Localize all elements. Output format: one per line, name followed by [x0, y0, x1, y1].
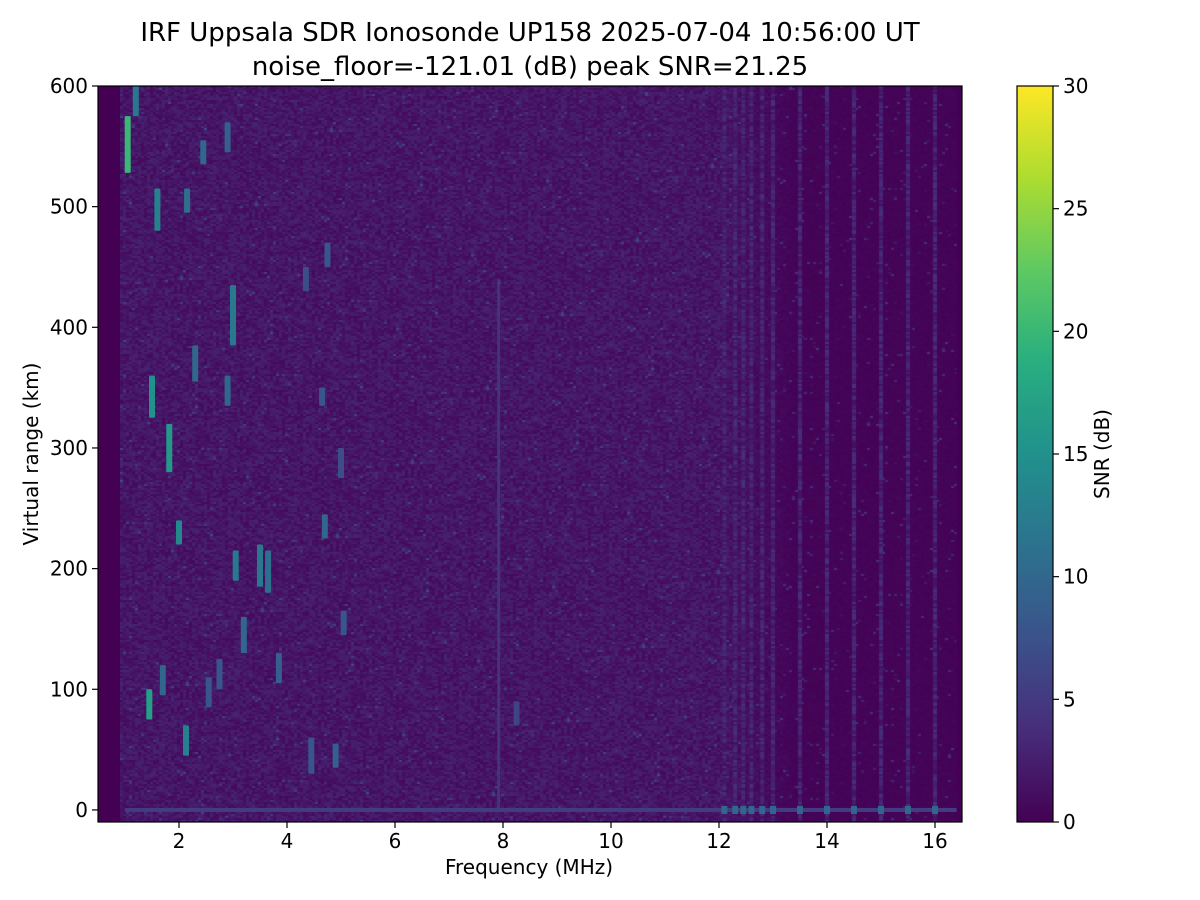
echo-mark — [340, 610, 347, 635]
stripe-ground-echo — [721, 805, 728, 814]
stripe-ground-echo — [797, 805, 803, 814]
stripe-ground-echo — [932, 805, 938, 814]
y-axis: 0 100 200 300 400 500 600 — [50, 74, 98, 822]
x-tick-label: 16 — [922, 829, 947, 853]
echo-mark — [319, 387, 326, 406]
colorbar-tick-label: 30 — [1063, 74, 1088, 98]
echo-mark — [216, 659, 223, 690]
echo-mark — [321, 514, 328, 539]
stripe-ground-echo — [905, 805, 911, 814]
heatmap-noise — [120, 86, 957, 822]
echo-mark — [230, 285, 236, 346]
echo-mark — [154, 188, 161, 231]
echo-mark — [176, 520, 182, 545]
echo-mark — [338, 447, 344, 479]
y-tick-label: 100 — [50, 677, 88, 701]
echo-mark — [146, 689, 153, 720]
stripe-ground-echo — [748, 805, 755, 814]
stripe-ground-echo — [851, 805, 857, 814]
colorbar-tick-label: 5 — [1063, 687, 1076, 711]
x-tick-label: 12 — [706, 829, 731, 853]
y-tick-label: 400 — [50, 315, 88, 339]
y-axis-label: Virtual range (km) — [19, 363, 43, 546]
echo-mark — [302, 266, 309, 292]
chart-subtitle: noise_floor=-121.01 (dB) peak SNR=21.25 — [251, 52, 809, 82]
echo-mark — [200, 140, 207, 165]
colorbar-tick-label: 20 — [1063, 319, 1088, 343]
x-tick-label: 8 — [497, 829, 510, 853]
echo-mark — [184, 188, 191, 213]
echo-mark — [183, 725, 190, 756]
chart-title: IRF Uppsala SDR Ionosonde UP158 2025-07-… — [140, 18, 920, 48]
y-tick-label: 0 — [75, 798, 88, 822]
echo-mark — [232, 550, 239, 581]
stripe-ground-echo — [740, 805, 747, 814]
colorbar-tick-label: 25 — [1063, 197, 1088, 221]
colorbar — [1016, 85, 1054, 823]
stripe-ground-echo — [770, 805, 776, 814]
echo-mark — [166, 423, 173, 473]
echo-mark — [192, 345, 199, 382]
echo-mark — [205, 677, 212, 708]
y-tick-label: 300 — [50, 436, 88, 460]
echo-mark — [149, 375, 155, 418]
echo-mark — [132, 86, 139, 117]
heatmap-area — [98, 86, 962, 822]
echo-mark — [265, 550, 272, 593]
colorbar-tick-label: 10 — [1063, 565, 1088, 589]
ground-echo — [125, 807, 957, 812]
colorbar-tick-label: 15 — [1063, 442, 1088, 466]
echo-mark — [159, 665, 166, 696]
echo-mark — [308, 737, 315, 774]
stripe-ground-echo — [878, 805, 884, 814]
x-axis: 2 4 6 8 10 12 14 16 — [173, 822, 948, 853]
interference-line — [497, 279, 501, 810]
x-tick-label: 10 — [598, 829, 623, 853]
echo-mark — [224, 122, 231, 153]
echo-mark — [275, 653, 282, 684]
echo-mark — [332, 743, 339, 768]
echo-mark — [324, 242, 331, 267]
x-tick-label: 14 — [814, 829, 839, 853]
colorbar-axis: 0 5 10 15 20 25 30 — [1053, 74, 1088, 834]
echo-mark — [224, 375, 231, 406]
y-tick-label: 600 — [50, 74, 88, 98]
echo-mark — [240, 616, 247, 654]
plot-frame — [97, 85, 963, 823]
echo-mark — [124, 116, 131, 173]
stripe-ground-echo — [824, 805, 830, 814]
colorbar-label: SNR (dB) — [1090, 409, 1114, 499]
x-tick-label: 6 — [389, 829, 402, 853]
echo-mark — [513, 701, 520, 726]
x-axis-label: Frequency (MHz) — [445, 855, 613, 879]
y-tick-label: 200 — [50, 557, 88, 581]
x-tick-label: 2 — [173, 829, 186, 853]
stripe-ground-echo — [759, 805, 766, 814]
x-tick-label: 4 — [281, 829, 294, 853]
y-tick-label: 500 — [50, 195, 88, 219]
colorbar-tick-label: 0 — [1063, 810, 1076, 834]
echo-mark — [257, 544, 263, 587]
stripe-ground-echo — [732, 805, 739, 814]
